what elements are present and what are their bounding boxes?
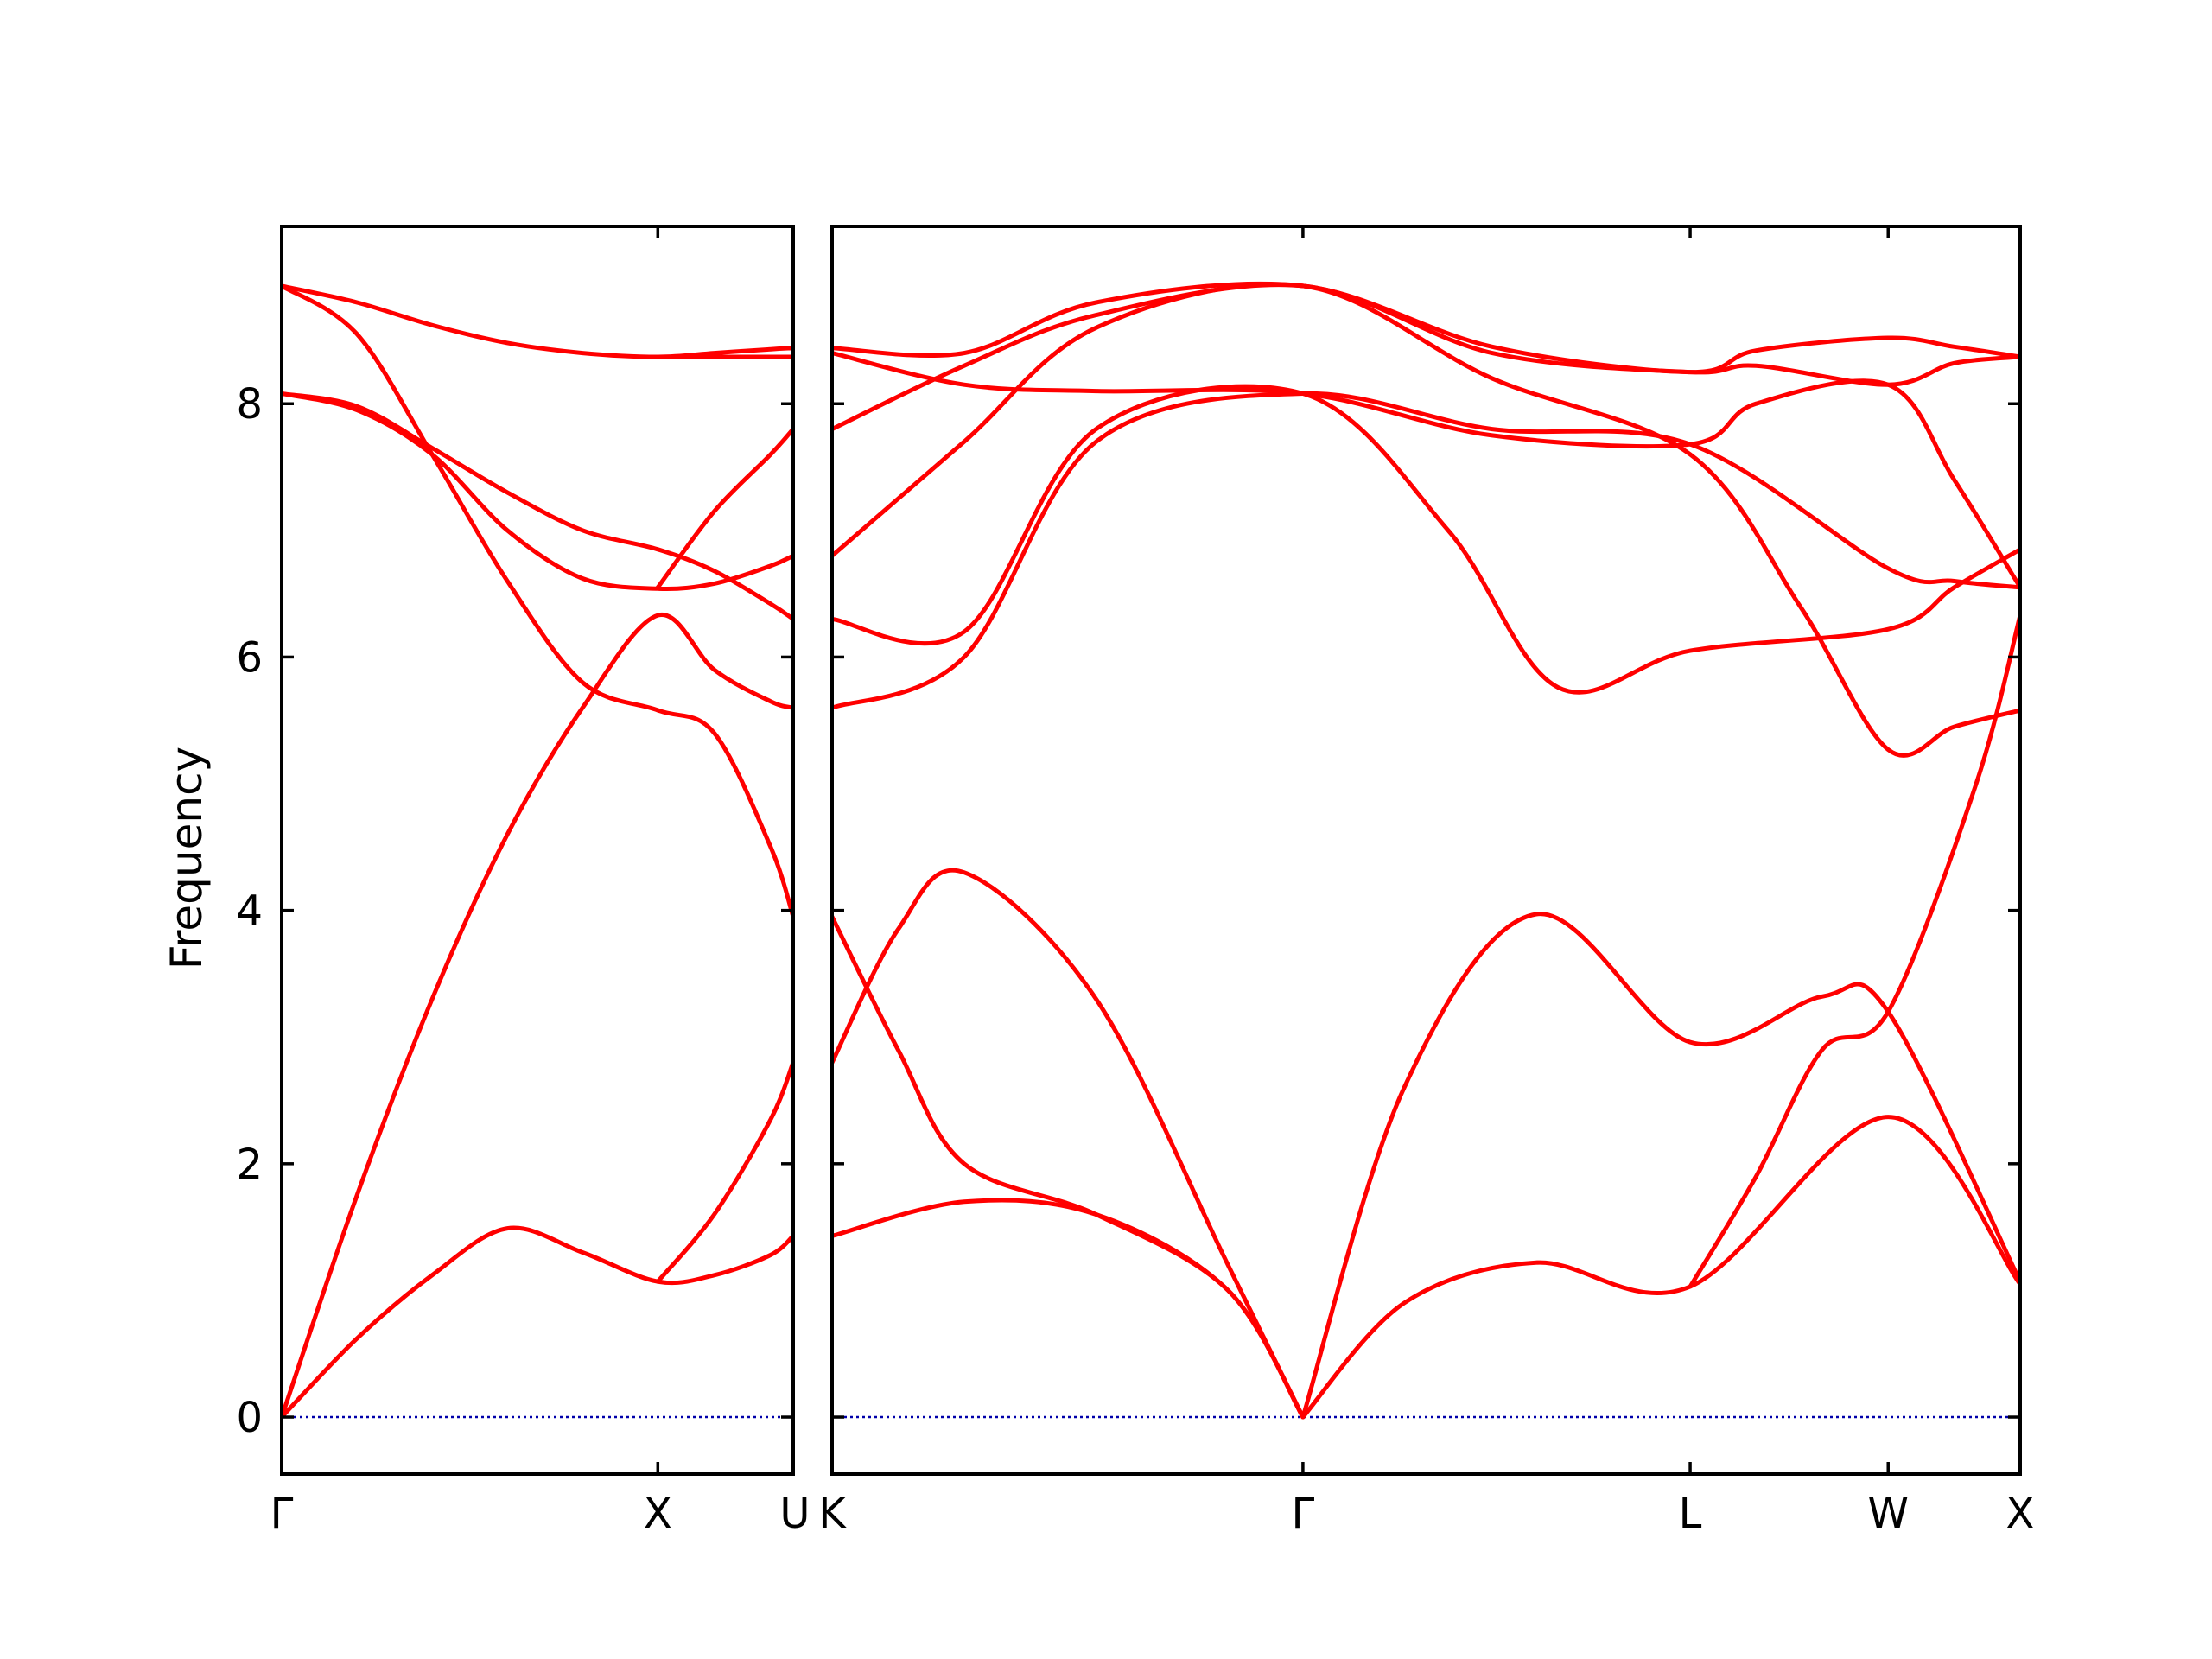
panel-1-band-6 <box>282 283 793 359</box>
panel-2-band-5 <box>1300 912 2020 1420</box>
x-tick-label: Γ <box>270 1490 294 1538</box>
x-tick-label: U <box>779 1490 810 1538</box>
panel-2-band-7 <box>832 384 2020 695</box>
panel-frame <box>280 225 795 1476</box>
x-tick-label: X <box>644 1490 672 1538</box>
y-tick-label: 6 <box>236 633 263 682</box>
panel-1-band-8 <box>655 427 793 590</box>
panel-1-band-7 <box>655 1060 793 1284</box>
y-tick-label: 2 <box>236 1141 263 1189</box>
panel-2-band-2 <box>832 914 1306 1420</box>
x-tick-label: X <box>2006 1490 2035 1538</box>
x-tick-label: Γ <box>1292 1490 1315 1538</box>
y-tick-label: 0 <box>236 1394 263 1442</box>
x-tick-label: K <box>818 1490 847 1538</box>
panel-2-band-4 <box>1300 1115 2020 1420</box>
panel-1-band-5 <box>282 283 793 919</box>
x-tick-label: W <box>1867 1490 1908 1538</box>
panel-2-band-11 <box>832 283 2020 432</box>
panel-2-band-12 <box>832 281 2020 375</box>
y-tick-label: 8 <box>236 380 263 429</box>
panel-2-band-10 <box>832 351 2020 590</box>
panel-1-band-2 <box>282 613 793 1420</box>
panel-1-band-4 <box>282 391 793 621</box>
panel-frame <box>830 225 2022 1476</box>
panel-1-band-3 <box>282 391 793 592</box>
panel-2-band-3 <box>832 868 1306 1420</box>
y-axis-label: Frequency <box>162 747 212 969</box>
panel-2-band-9 <box>832 282 2020 758</box>
panel-2-band-1 <box>832 1198 1306 1420</box>
panels-group: 0 2 4 6 8 Γ X U K Γ L W X <box>236 225 2035 1538</box>
panel-2-band-6 <box>1688 613 2020 1289</box>
panel-2-band-8 <box>832 391 2020 710</box>
panel-1-band-1 <box>282 1225 793 1420</box>
x-tick-label: L <box>1679 1490 1702 1538</box>
panel-1: 0 2 4 6 8 Γ X U <box>236 225 810 1538</box>
y-tick-label: 4 <box>236 887 263 936</box>
